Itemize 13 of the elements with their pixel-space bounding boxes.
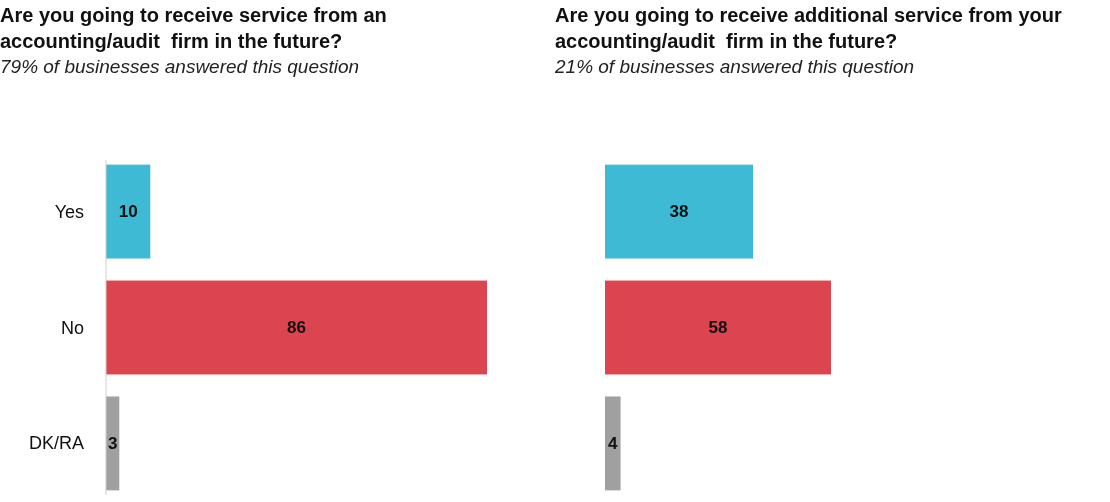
data-label: 38	[669, 202, 689, 222]
chart-title: Are you going to receive service from an accounting/audit firm in the future?	[0, 3, 388, 54]
y-tick-label: No	[60, 317, 84, 338]
y-tick-label: DK/RA	[28, 433, 84, 454]
data-label: 4	[608, 433, 619, 453]
chart-subtitle: 21% of businesses answered this question	[555, 55, 916, 79]
data-label: 3	[107, 433, 118, 453]
chart-subtitle: 79% of businesses answered this question	[0, 55, 361, 79]
chart-title: Are you going to receive additional service from your accounting/audit firm in the future?	[555, 3, 1063, 54]
data-label: 58	[708, 318, 728, 337]
y-tick-label: Yes	[54, 201, 84, 222]
data-label: 10	[118, 202, 138, 222]
data-label: 86	[287, 318, 306, 337]
